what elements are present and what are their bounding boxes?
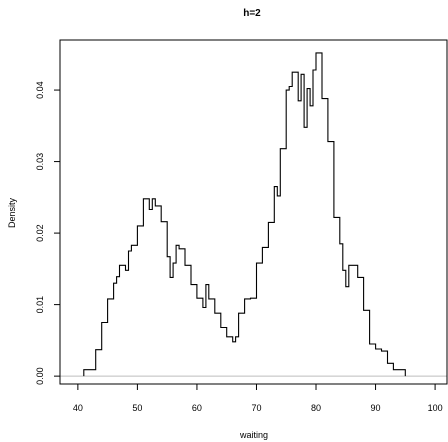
y-tick-label: 0.02	[35, 224, 45, 242]
x-axis-label: waiting	[239, 430, 268, 440]
x-tick-label: 50	[132, 403, 142, 413]
y-axis-label: Density	[7, 197, 17, 228]
chart-title: h=2	[243, 8, 261, 19]
y-tick-label: 0.00	[35, 367, 45, 385]
x-tick-label: 100	[428, 403, 443, 413]
x-tick-label: 40	[73, 403, 83, 413]
x-tick-label: 70	[251, 403, 261, 413]
y-axis: 0.00 0.01 0.02 0.03 0.04	[35, 81, 60, 385]
plot-frame	[59, 39, 448, 385]
y-tick-label: 0.04	[35, 81, 45, 99]
x-axis: 40 50 60 70 80 90 100	[73, 384, 443, 413]
y-tick-label: 0.03	[35, 153, 45, 171]
y-tick-label: 0.01	[35, 296, 45, 314]
x-tick-label: 90	[371, 403, 381, 413]
density-step-line	[83, 52, 406, 377]
x-tick-label: 80	[311, 403, 321, 413]
x-tick-label: 60	[192, 403, 202, 413]
